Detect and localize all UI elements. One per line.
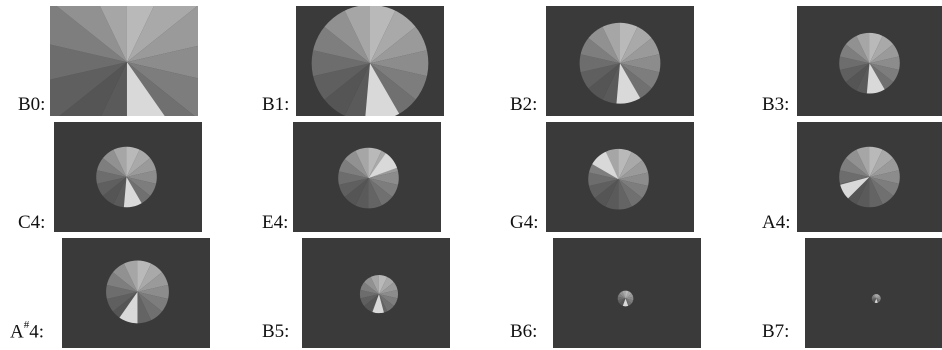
sector-slice <box>137 282 169 301</box>
sector-graphic <box>54 122 202 232</box>
panel-label-g4: G4: <box>510 212 539 233</box>
sector-slice <box>617 296 626 301</box>
panel-b6 <box>553 238 701 348</box>
sector-slice <box>337 63 370 116</box>
sharp-symbol: # <box>23 319 30 331</box>
panel-b0 <box>50 6 198 116</box>
panel-label-c4: C4: <box>18 212 46 233</box>
panel-label-a-sharp-4: A#4: <box>10 319 45 343</box>
sector-slice <box>126 6 198 63</box>
panel-label-b3: B3: <box>762 94 790 115</box>
sector-graphic <box>805 238 942 348</box>
panel-label-b0: B0: <box>18 94 46 115</box>
highlight-slice <box>126 62 165 116</box>
panel-label-b7: B7: <box>762 321 790 342</box>
sector-slice <box>876 297 881 300</box>
panel-b7 <box>805 238 942 348</box>
panel-b1 <box>296 6 444 116</box>
sector-wheel <box>50 6 198 116</box>
panel-g4 <box>546 122 694 232</box>
highlight-slice <box>370 294 386 314</box>
panel-label-a4: A4: <box>762 212 791 233</box>
sector-slice <box>839 168 870 186</box>
panel-label-e4: E4: <box>262 212 289 233</box>
sector-slice <box>368 169 399 187</box>
highlight-slice <box>622 298 629 307</box>
sector-graphic <box>62 238 210 348</box>
sector-graphic <box>797 6 942 116</box>
sector-slice <box>311 46 370 80</box>
sector-slice <box>50 44 127 80</box>
panel-c4 <box>54 122 202 232</box>
panel-label-b5: B5: <box>262 321 290 342</box>
panel-a4 <box>797 122 942 232</box>
sector-graphic <box>553 238 701 348</box>
sector-slice <box>126 45 198 79</box>
sector-graphic <box>302 238 450 348</box>
sector-slice <box>50 6 127 63</box>
sector-graphic <box>797 122 942 232</box>
panel-label-b6: B6: <box>510 321 538 342</box>
panel-label-b2: B2: <box>510 94 538 115</box>
sector-slice <box>869 168 900 186</box>
sector-slice <box>126 6 198 63</box>
sector-slice <box>99 6 127 63</box>
sector-slice <box>370 46 429 80</box>
sector-slice <box>126 62 198 116</box>
sector-slice <box>126 6 154 63</box>
sector-wheel <box>588 148 649 210</box>
sector-graphic <box>296 6 444 116</box>
sector-graphic <box>546 6 694 116</box>
sector-slice <box>126 62 195 116</box>
sector-slice <box>625 296 634 301</box>
sector-graphic <box>293 122 441 232</box>
sector-graphic <box>546 122 694 232</box>
highlight-slice <box>874 298 879 303</box>
panel-e4 <box>293 122 441 232</box>
sector-slice <box>588 170 619 188</box>
panel-b3 <box>797 6 942 116</box>
highlight-slice <box>363 63 408 116</box>
panel-b5 <box>302 238 450 348</box>
sector-slice <box>579 51 620 75</box>
sector-slice <box>96 168 127 186</box>
panel-label-b1: B1: <box>262 94 290 115</box>
sector-slice <box>338 169 369 187</box>
sector-slice <box>620 51 661 75</box>
sector-slice <box>839 54 870 72</box>
sector-graphic <box>50 6 198 116</box>
sector-slice <box>359 288 379 300</box>
sector-slice <box>126 168 157 186</box>
sector-slice <box>59 62 127 116</box>
sector-slice <box>618 170 649 188</box>
panel-a-sharp-4 <box>62 238 210 348</box>
sector-slice <box>869 54 900 72</box>
sector-slice <box>50 62 127 116</box>
sector-slice <box>106 282 138 301</box>
panel-b2 <box>546 6 694 116</box>
panel-background <box>805 238 942 348</box>
sector-slice <box>56 6 127 63</box>
sector-slice <box>378 288 399 300</box>
sector-slice <box>871 297 877 300</box>
